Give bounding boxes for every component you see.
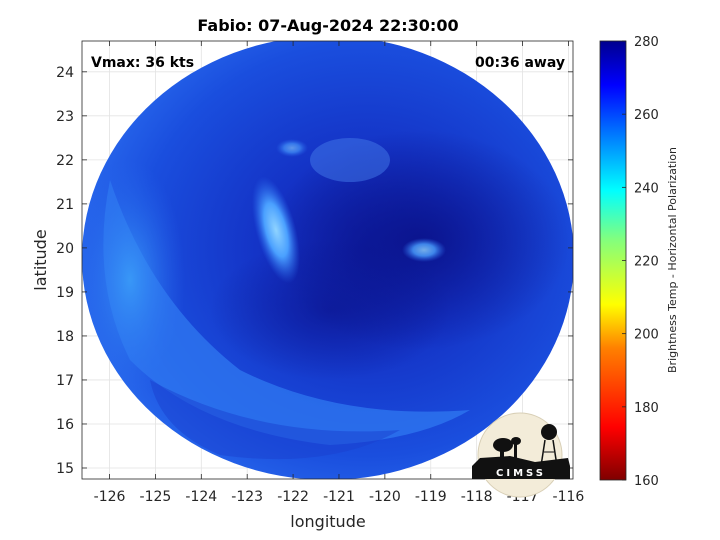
- outer-band-west: [82, 160, 185, 400]
- y-axis: 15 16 17 18 19 20 21 22 23 24: [56, 65, 573, 477]
- chart-title: Fabio: 07-Aug-2024 22:30:00: [197, 16, 458, 35]
- cloud-north: [310, 138, 390, 182]
- axes-box: [81, 40, 574, 480]
- x-tick-label: -120: [369, 489, 401, 505]
- y-tick-label: 15: [56, 461, 74, 477]
- swath-image: [82, 41, 573, 479]
- colorbar-tick-label: 240: [634, 181, 659, 196]
- y-axis-label: latitude: [31, 229, 50, 290]
- eye-feature: [402, 238, 446, 262]
- x-tick-label: -125: [140, 489, 172, 505]
- colorbar: [599, 40, 627, 481]
- x-tick-label: -124: [185, 489, 217, 505]
- colorbar-tick-label: 180: [634, 401, 659, 416]
- x-tick-label: -126: [94, 489, 126, 505]
- cimss-logo: CIMSS: [472, 412, 570, 498]
- x-tick-label: -118: [461, 489, 493, 505]
- colorbar-tick-label: 200: [634, 328, 659, 343]
- x-tick-label: -119: [415, 489, 447, 505]
- x-tick-label: -122: [277, 489, 309, 505]
- warm-spot-north: [276, 139, 308, 157]
- time-away-annotation: 00:36 away: [475, 55, 565, 71]
- cold-core-south: [210, 240, 450, 380]
- y-tick-label: 17: [56, 373, 74, 389]
- colorbar-ticks: 160 180 200 220 240 260 280: [622, 35, 659, 489]
- south-band: [150, 380, 400, 460]
- warm-band-feature: [252, 176, 300, 284]
- x-tick-label: -116: [553, 489, 585, 505]
- y-tick-label: 19: [56, 285, 74, 301]
- colorbar-tick-label: 160: [634, 474, 659, 489]
- colorbar-tick-label: 280: [634, 35, 659, 50]
- outer-band: [103, 180, 471, 445]
- y-tick-label: 18: [56, 329, 74, 345]
- logo-text: CIMSS: [496, 468, 546, 479]
- x-tick-label: -123: [231, 489, 263, 505]
- y-tick-label: 21: [56, 197, 74, 213]
- colorbar-tick-label: 220: [634, 255, 659, 270]
- x-tick-label: -121: [323, 489, 355, 505]
- y-tick-label: 20: [56, 241, 74, 257]
- y-tick-label: 22: [56, 153, 74, 169]
- y-tick-label: 23: [56, 109, 74, 125]
- y-tick-label: 24: [56, 65, 74, 81]
- colorbar-tick-label: 260: [634, 108, 659, 123]
- colorbar-label: Brightness Temp - Horizontal Polarizatio…: [666, 147, 679, 373]
- x-axis-label: longitude: [290, 512, 365, 531]
- y-tick-label: 16: [56, 417, 74, 433]
- vmax-annotation: Vmax: 36 kts: [91, 55, 194, 71]
